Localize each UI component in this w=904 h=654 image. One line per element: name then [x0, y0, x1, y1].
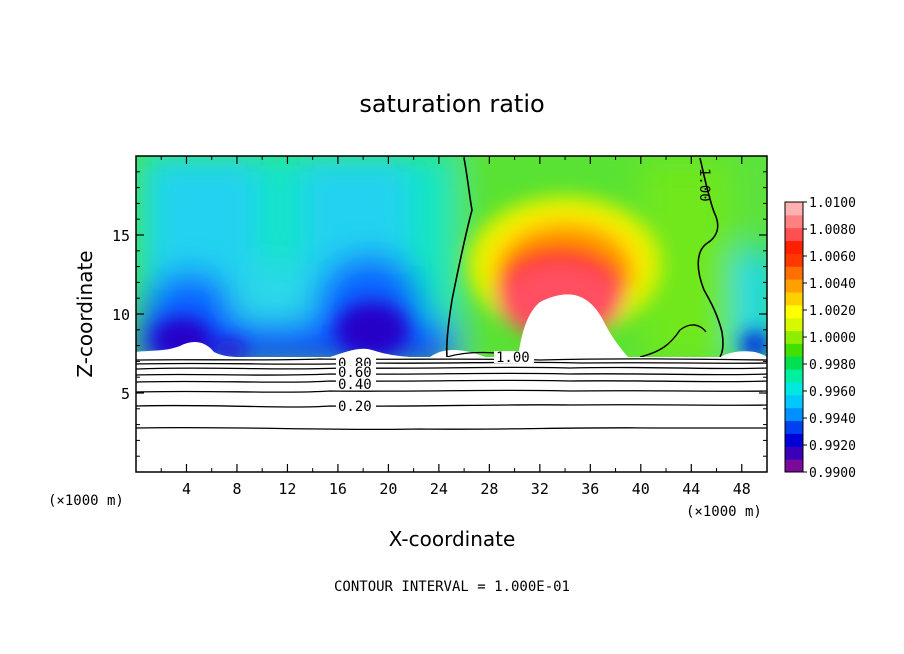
- y-tick-label: 15: [112, 227, 130, 245]
- contour-label-group: 0.80 0.60 0.40 0.20 1.00 1.00: [336, 168, 712, 415]
- colorbar-swatch: [785, 202, 803, 216]
- y-tick-label: 10: [112, 306, 130, 324]
- x-tick-label: 48: [733, 480, 751, 498]
- colorbar-swatch: [785, 253, 803, 267]
- colorbar-label: 1.0040: [809, 277, 856, 292]
- colorbar-swatch: [785, 343, 803, 357]
- colorbar-swatch: [785, 304, 803, 319]
- contour-label-100-low: 1.00: [496, 350, 530, 366]
- colorbar-swatch: [785, 382, 803, 396]
- x-tick-label: 44: [682, 480, 700, 498]
- contour-label-040: 0.40: [338, 377, 372, 393]
- x-unit-right: (×1000 m): [686, 504, 762, 520]
- x-tick-label: 16: [329, 480, 347, 498]
- colorbar-label: 0.9940: [809, 412, 856, 427]
- x-axis-ticks: 4 8 12 16 20 24 28 32 36 40 44 48: [160, 156, 751, 498]
- colorbar-label: 1.0000: [809, 331, 856, 346]
- x-tick-label: 40: [632, 480, 650, 498]
- colorbar-swatch: [785, 317, 803, 332]
- x-tick-label: 4: [182, 480, 191, 498]
- colorbar-swatch: [785, 394, 803, 409]
- colorbar-swatch: [785, 356, 803, 370]
- colorbar-swatch: [785, 446, 803, 460]
- colorbar-label: 1.0100: [809, 196, 856, 211]
- y-axis-ticks: 5 10 15: [112, 171, 767, 457]
- colorbar-swatch: [785, 292, 803, 306]
- colorbar-label: 1.0060: [809, 250, 856, 265]
- x-axis-label: X-coordinate: [389, 527, 516, 551]
- colorbar-label: 0.9980: [809, 358, 856, 373]
- x-tick-label: 12: [278, 480, 296, 498]
- x-tick-label: 28: [480, 480, 498, 498]
- colorbar-labels: 1.0100 1.0080 1.0060 1.0040 1.0020 1.0000 0.99…: [803, 196, 856, 481]
- colorbar-swatch: [785, 330, 803, 344]
- colorbar-swatch: [785, 266, 803, 280]
- colorbar-swatch: [785, 433, 803, 447]
- colorbar-label: 0.9960: [809, 385, 856, 400]
- colorbar-swatch: [785, 227, 803, 242]
- colorbar-label: 1.0020: [809, 304, 856, 319]
- contour-interval-note: CONTOUR INTERVAL = 1.000E-01: [334, 579, 570, 595]
- colorbar-swatch: [785, 240, 803, 254]
- colorbar-swatch: [785, 369, 803, 383]
- x-unit-left: (×1000 m): [48, 493, 124, 509]
- colorbar-swatch: [785, 420, 803, 434]
- colorbar: [784, 201, 804, 473]
- x-tick-label: 24: [430, 480, 448, 498]
- colorbar-swatch: [785, 407, 803, 422]
- colorbar-label: 0.9920: [809, 439, 856, 454]
- contour-label-060: 0.60: [338, 365, 372, 381]
- chart-title: saturation ratio: [359, 90, 544, 118]
- contour-label-100-high: 1.00: [696, 168, 712, 202]
- y-axis-label: Z-coordinate: [73, 250, 97, 377]
- x-tick-label: 20: [379, 480, 397, 498]
- x-tick-label: 8: [232, 480, 241, 498]
- colorbar-swatch: [785, 459, 803, 473]
- contour-lines: [135, 358, 768, 431]
- y-tick-label: 5: [121, 385, 130, 403]
- colorbar-label: 0.9900: [809, 466, 856, 481]
- colorbar-swatch: [785, 279, 803, 293]
- x-tick-label: 32: [531, 480, 549, 498]
- saturation-field: [136, 156, 767, 357]
- colorbar-swatch: [785, 214, 803, 229]
- colorbar-label: 1.0080: [809, 223, 856, 238]
- contour-label-020: 0.20: [338, 399, 372, 415]
- x-tick-label: 36: [581, 480, 599, 498]
